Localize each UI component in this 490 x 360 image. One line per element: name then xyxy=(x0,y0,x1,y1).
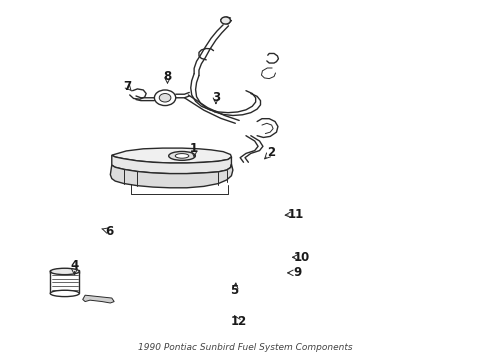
Circle shape xyxy=(154,90,176,105)
Text: 11: 11 xyxy=(288,208,304,221)
Ellipse shape xyxy=(50,290,79,297)
Text: 3: 3 xyxy=(212,91,220,104)
Text: 12: 12 xyxy=(231,315,247,328)
Text: 8: 8 xyxy=(163,70,172,83)
Circle shape xyxy=(221,17,230,24)
Text: 1: 1 xyxy=(190,142,198,155)
Polygon shape xyxy=(112,148,231,163)
Polygon shape xyxy=(110,164,233,188)
Text: 6: 6 xyxy=(105,225,114,238)
Circle shape xyxy=(159,94,171,102)
Text: 9: 9 xyxy=(293,266,301,279)
Text: 10: 10 xyxy=(294,251,310,264)
Polygon shape xyxy=(83,295,114,303)
Text: 7: 7 xyxy=(123,80,132,93)
Text: 2: 2 xyxy=(268,146,276,159)
Ellipse shape xyxy=(50,268,79,275)
Text: 4: 4 xyxy=(71,259,78,272)
Text: 5: 5 xyxy=(230,284,239,297)
Polygon shape xyxy=(50,271,79,293)
Polygon shape xyxy=(112,155,231,174)
Ellipse shape xyxy=(169,152,196,160)
Text: 1990 Pontiac Sunbird Fuel System Components: 1990 Pontiac Sunbird Fuel System Compone… xyxy=(138,343,352,352)
Ellipse shape xyxy=(175,154,189,158)
